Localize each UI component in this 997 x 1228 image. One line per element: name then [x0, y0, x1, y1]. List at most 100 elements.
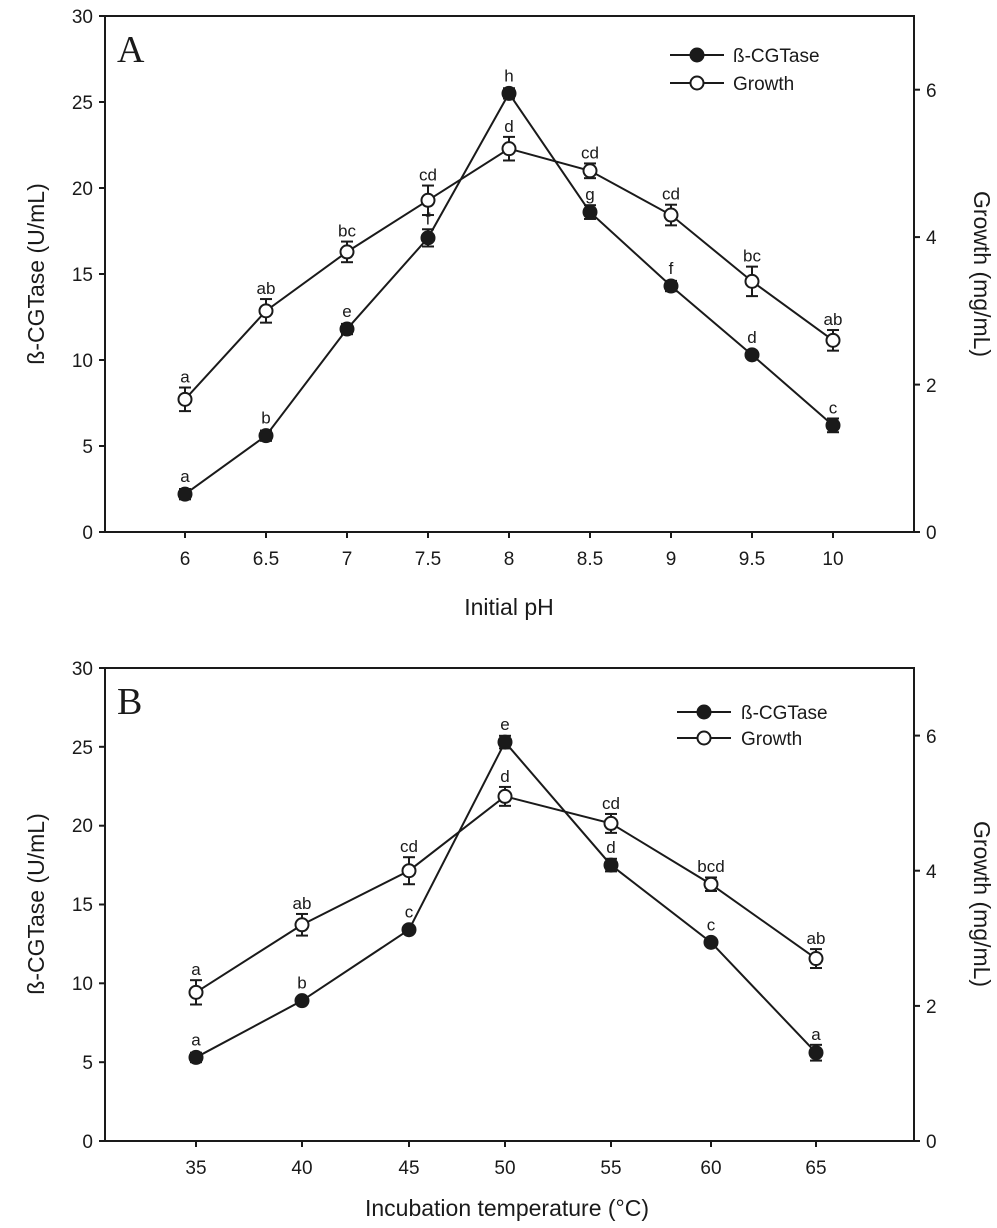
x-tick-label: 10 [822, 549, 843, 570]
y-left-ticks-a: 0 5 10 15 20 25 30 [72, 7, 105, 544]
y-left-tick-label: 30 [72, 659, 93, 680]
x-tick-label: 8.5 [577, 549, 603, 570]
data-point-growth [501, 141, 517, 157]
data-point-cgtase [177, 486, 193, 502]
data-point-cgtase [744, 347, 760, 363]
chart-panel-b: B 0 5 10 15 20 25 30 0 2 4 6 [23, 659, 995, 1221]
data-point-growth [420, 192, 436, 208]
data-point-growth [603, 815, 619, 831]
data-point-cgtase [294, 993, 310, 1009]
x-tick-label: 6.5 [253, 549, 279, 570]
significance-label-cgtase: a [811, 1025, 821, 1044]
y-left-axis-label-b: ß-CGTase (U/mL) [23, 813, 49, 994]
data-point-cgtase [808, 1045, 824, 1061]
x-tick-label: 9 [666, 549, 677, 570]
significance-label-cgtase: c [829, 398, 838, 417]
data-point-cgtase [258, 428, 274, 444]
significance-label-growth: cd [581, 143, 599, 162]
x-tick-label: 9.5 [739, 549, 765, 570]
data-point-growth [258, 303, 274, 319]
legend-label-cgtase: ß-CGTase [733, 46, 820, 67]
significance-label-cgtase: d [606, 838, 615, 857]
y-right-tick-label: 0 [926, 523, 937, 544]
y-right-tick-label: 0 [926, 1132, 937, 1153]
data-point-cgtase [401, 922, 417, 938]
significance-label-growth: ab [807, 929, 826, 948]
series-line-growth [195, 795, 817, 994]
x-axis-label-a: Initial pH [464, 594, 553, 620]
data-point-growth [825, 332, 841, 348]
legend-label-cgtase: ß-CGTase [741, 703, 828, 724]
significance-label-growth: bcd [697, 857, 724, 876]
chart-panel-a: A 0 5 10 15 20 25 30 0 2 4 6 [23, 7, 995, 620]
significance-label-growth: cd [400, 837, 418, 856]
y-right-ticks-a: 0 2 4 6 [914, 81, 937, 544]
y-left-axis-label-a: ß-CGTase (U/mL) [23, 183, 49, 364]
series-line-growth [184, 147, 834, 400]
significance-label-growth: bc [338, 222, 356, 241]
y-left-tick-label: 10 [72, 974, 93, 995]
legend-marker-growth [689, 75, 705, 91]
significance-label-cgtase: c [405, 903, 414, 922]
x-tick-label: 65 [805, 1158, 826, 1179]
data-point-growth [582, 163, 598, 179]
legend-label-growth: Growth [733, 74, 794, 95]
data-point-cgtase [825, 417, 841, 433]
significance-label-cgtase: h [504, 66, 513, 85]
significance-label-cgtase: g [585, 185, 594, 204]
significance-label-cgtase: b [297, 974, 306, 993]
significance-label-cgtase: e [342, 302, 351, 321]
y-right-tick-label: 4 [926, 862, 937, 883]
y-left-tick-label: 30 [72, 7, 93, 28]
data-point-cgtase [188, 1049, 204, 1065]
y-left-tick-label: 10 [72, 351, 93, 372]
data-point-growth [744, 273, 760, 289]
y-right-tick-label: 2 [926, 376, 937, 397]
y-left-tick-label: 15 [72, 895, 93, 916]
significance-label-growth: d [500, 767, 509, 786]
y-left-ticks-b: 0 5 10 15 20 25 30 [72, 659, 105, 1153]
significance-label-growth: d [504, 117, 513, 136]
panel-label-b: B [117, 681, 142, 723]
significance-label-growth: a [180, 368, 190, 387]
x-tick-label: 40 [291, 1158, 312, 1179]
y-left-tick-label: 0 [82, 1132, 93, 1153]
data-point-cgtase [582, 204, 598, 220]
x-tick-label: 50 [494, 1158, 515, 1179]
significance-label-growth: bc [743, 247, 761, 266]
data-point-growth [497, 788, 513, 804]
x-tick-label: 60 [700, 1158, 721, 1179]
legend-marker-growth [696, 730, 712, 746]
data-point-growth [703, 876, 719, 892]
data-point-growth [808, 951, 824, 967]
significance-label-growth: ab [293, 894, 312, 913]
legend-a: ß-CGTase Growth [670, 46, 820, 95]
data-point-growth [401, 863, 417, 879]
significance-label-growth: cd [419, 166, 437, 185]
legend-marker-cgtase [689, 47, 705, 63]
y-left-tick-label: 25 [72, 93, 93, 114]
y-left-tick-label: 20 [72, 179, 93, 200]
significance-label-cgtase: e [500, 715, 509, 734]
y-left-tick-label: 15 [72, 265, 93, 286]
x-tick-label: 7 [342, 549, 353, 570]
y-right-axis-label-a: Growth (mg/mL) [969, 191, 995, 357]
data-point-cgtase [603, 857, 619, 873]
significance-label-growth: a [191, 960, 201, 979]
x-ticks-b: 35 40 45 50 55 60 65 [185, 1141, 827, 1179]
significance-label-growth: cd [662, 185, 680, 204]
data-point-cgtase [339, 321, 355, 337]
y-right-tick-label: 2 [926, 997, 937, 1018]
y-left-tick-label: 25 [72, 738, 93, 759]
legend-marker-cgtase [696, 704, 712, 720]
data-point-cgtase [497, 734, 513, 750]
data-point-growth [177, 391, 193, 407]
y-right-tick-label: 6 [926, 727, 937, 748]
significance-label-growth: ab [257, 279, 276, 298]
data-point-growth [339, 244, 355, 260]
y-left-tick-label: 0 [82, 523, 93, 544]
data-point-cgtase [703, 934, 719, 950]
x-tick-label: 35 [185, 1158, 206, 1179]
